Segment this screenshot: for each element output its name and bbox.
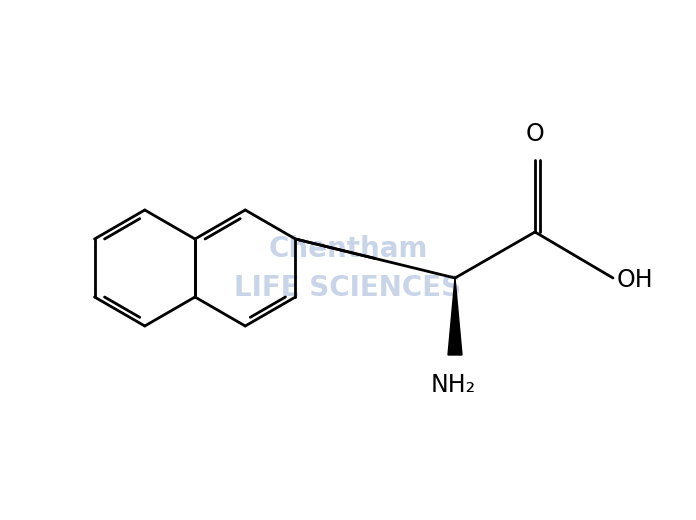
Text: O: O bbox=[525, 122, 544, 146]
Polygon shape bbox=[448, 278, 462, 355]
Text: Chentham
LIFE SCIENCES: Chentham LIFE SCIENCES bbox=[235, 235, 461, 302]
Text: OH: OH bbox=[617, 268, 654, 292]
Text: NH₂: NH₂ bbox=[430, 373, 475, 397]
